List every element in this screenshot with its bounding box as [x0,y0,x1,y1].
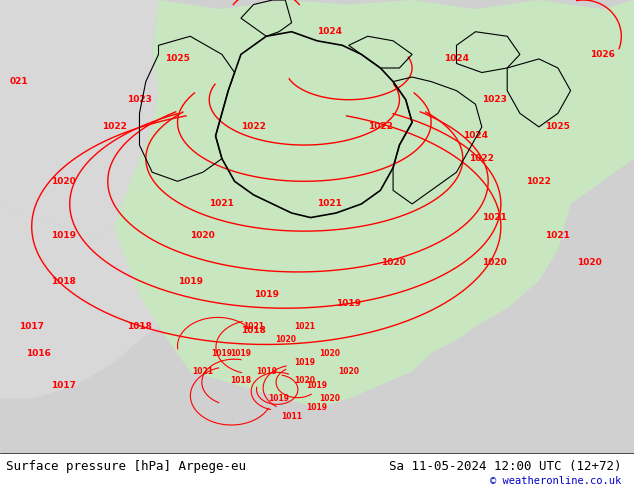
Text: 1019: 1019 [268,394,290,403]
Text: Surface pressure [hPa] Arpege-eu: Surface pressure [hPa] Arpege-eu [6,460,247,473]
Text: 1017: 1017 [19,322,44,331]
Text: 1022: 1022 [368,122,393,131]
Text: 1016: 1016 [25,349,51,358]
Text: 1011: 1011 [281,413,302,421]
Text: 1019: 1019 [336,299,361,308]
Text: 1017: 1017 [51,381,76,390]
Text: 1025: 1025 [545,122,571,131]
Polygon shape [266,340,520,453]
Text: 1020: 1020 [51,177,76,186]
Text: 1024: 1024 [317,27,342,36]
Text: 1022: 1022 [469,154,495,163]
Text: 1026: 1026 [590,50,615,59]
Text: 1019: 1019 [294,358,315,367]
Text: 1019: 1019 [51,231,76,240]
Text: 1020: 1020 [294,376,315,385]
Text: 1022: 1022 [101,122,127,131]
Text: 1019: 1019 [306,403,328,413]
Text: 1021: 1021 [317,199,342,208]
Text: 1020: 1020 [482,258,507,268]
Polygon shape [0,0,158,236]
Text: 1025: 1025 [165,54,190,63]
Text: 1021: 1021 [545,231,571,240]
Text: 1020: 1020 [338,367,359,376]
Text: 1018: 1018 [127,322,152,331]
Text: 1024: 1024 [444,54,469,63]
Polygon shape [0,204,158,399]
Text: 1019: 1019 [178,276,203,286]
Text: 1020: 1020 [275,336,296,344]
Text: 1019: 1019 [211,349,233,358]
Text: 1020: 1020 [319,349,340,358]
Text: 1022: 1022 [241,122,266,131]
Text: 1018: 1018 [241,326,266,335]
Text: 1020: 1020 [380,258,406,268]
Text: Sa 11-05-2024 12:00 UTC (12+72): Sa 11-05-2024 12:00 UTC (12+72) [389,460,621,473]
Text: 1021: 1021 [243,322,264,331]
Text: 1024: 1024 [463,131,488,141]
Text: 1020: 1020 [577,258,602,268]
Text: 1019: 1019 [306,381,328,390]
Text: 1021: 1021 [192,367,214,376]
Text: 021: 021 [10,77,29,86]
Text: 1021: 1021 [482,213,507,222]
Text: 1020: 1020 [319,394,340,403]
Text: 1023: 1023 [127,95,152,104]
Text: 1020: 1020 [190,231,216,240]
Text: 1018: 1018 [230,376,252,385]
Text: 1019: 1019 [254,290,279,299]
Text: 1021: 1021 [294,322,315,331]
Text: 1018: 1018 [51,276,76,286]
Text: © weatheronline.co.uk: © weatheronline.co.uk [490,476,621,486]
Polygon shape [114,0,634,408]
Text: 1019: 1019 [230,349,252,358]
Text: 1021: 1021 [209,199,235,208]
Text: 1023: 1023 [482,95,507,104]
Text: 1022: 1022 [526,177,552,186]
Text: 1019: 1019 [256,367,277,376]
